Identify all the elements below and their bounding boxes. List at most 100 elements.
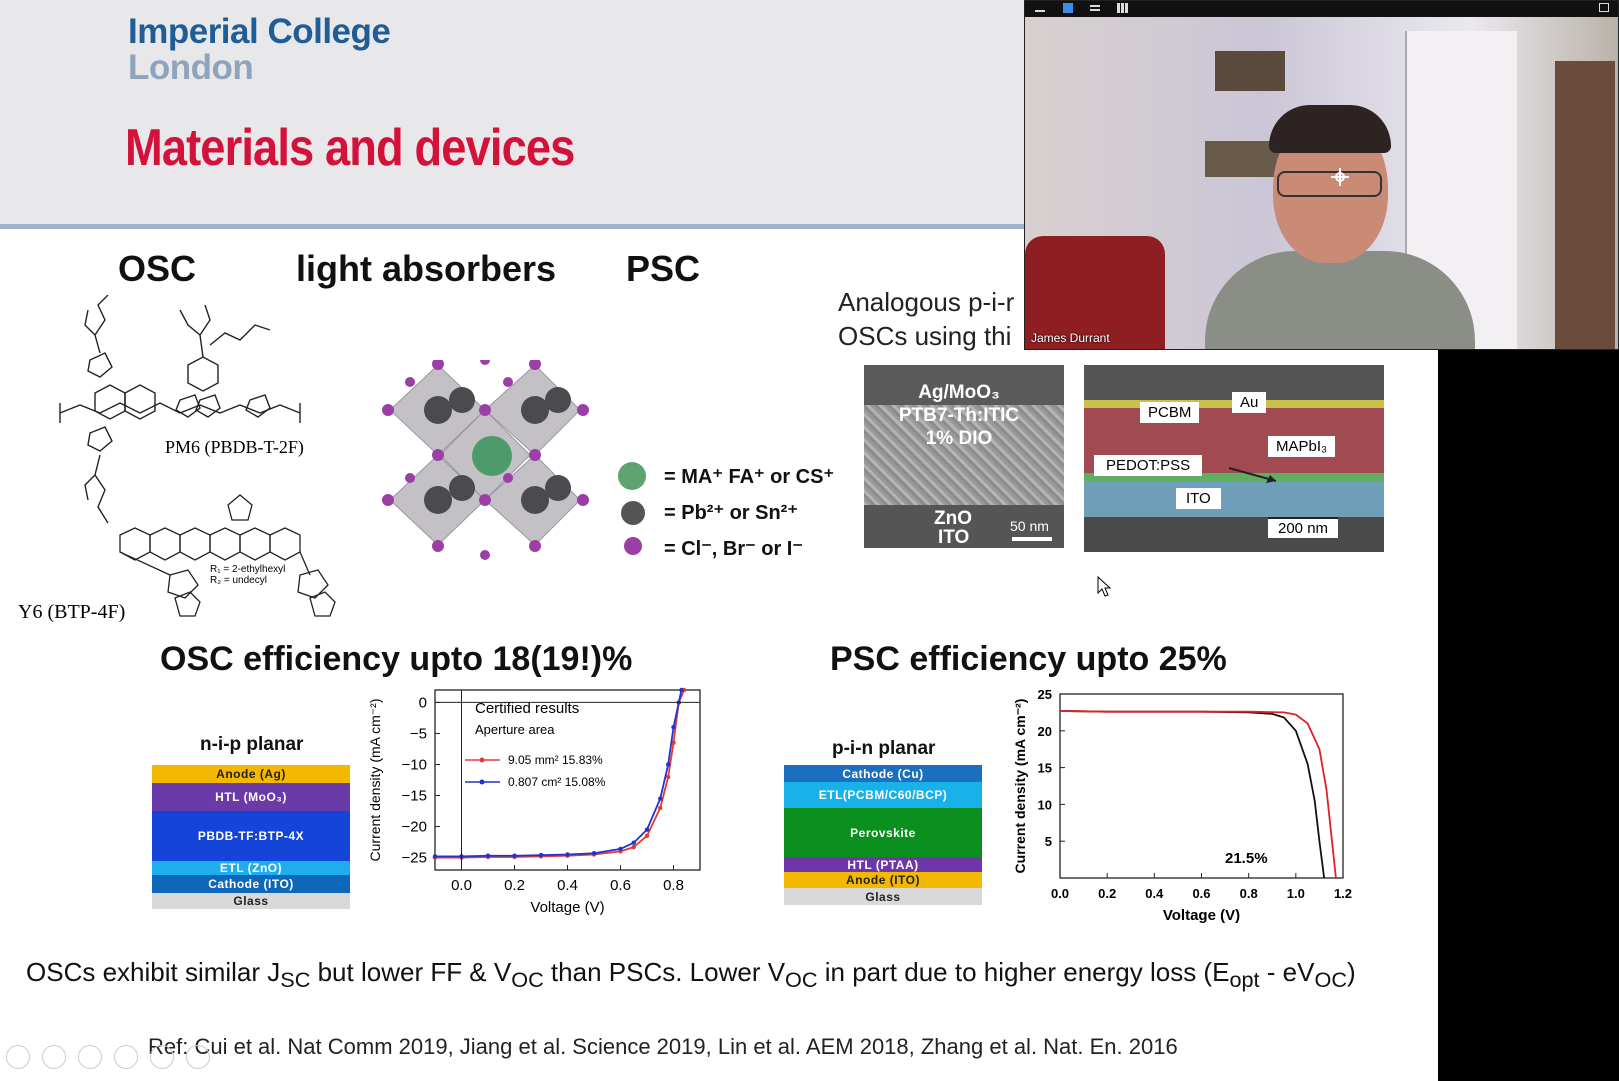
- sem-pedot-layer: [1084, 473, 1384, 481]
- move-icon[interactable]: [1329, 166, 1351, 188]
- sem-label-ptb7: PTB7-Th:ITIC: [898, 405, 1020, 426]
- nip-layer-etl: ETL (ZnO): [152, 861, 350, 875]
- sem-ito-layer: [1084, 481, 1384, 517]
- sem-label-agmoo3: Ag/MoO₃: [918, 382, 1000, 403]
- sem-label-ito: ITO: [938, 527, 970, 548]
- summary-text: OSCs exhibit similar JSC but lower FF & …: [26, 957, 1356, 993]
- list-view-icon[interactable]: [1088, 2, 1102, 14]
- data-point: [666, 762, 671, 767]
- zoom-icon[interactable]: [150, 1045, 174, 1069]
- header-divider: [0, 224, 1438, 229]
- mouse-pointer-icon: [1097, 576, 1112, 597]
- osc-efficiency-heading: OSC efficiency upto 18(19!)%: [160, 640, 633, 678]
- video-person-hair: [1269, 105, 1391, 153]
- summary-sub: OC: [1314, 967, 1347, 993]
- data-point: [671, 725, 676, 730]
- data-point: [591, 851, 597, 856]
- cation-legend-label: = MA⁺ FA⁺ or CS⁺: [664, 466, 835, 488]
- slides-grid-icon[interactable]: [114, 1045, 138, 1069]
- y6-structure: R₁ = 2-ethylhexyl R₂ = undecyl Y6 (BTP-4…: [18, 494, 336, 623]
- pin-layer-glass: Glass: [784, 888, 982, 905]
- summary-part: OSCs exhibit similar J: [26, 957, 281, 987]
- data-point: [658, 796, 663, 801]
- maximize-icon[interactable]: [1597, 2, 1611, 14]
- data-point: [671, 740, 676, 745]
- pm6-structure: PM6 (PBDB-T-2F): [59, 295, 304, 524]
- series-line-2: [1060, 710, 1337, 878]
- summary-part: ): [1346, 957, 1356, 987]
- arrow-icon: [1228, 467, 1277, 483]
- x-tick-label: 0.0: [451, 877, 472, 894]
- x-tick-label: 0.6: [1192, 886, 1210, 901]
- pm6-label: PM6 (PBDB-T-2F): [165, 437, 304, 458]
- summary-part: but lower FF & V: [310, 957, 512, 987]
- x-tick-label: 0.2: [1098, 886, 1116, 901]
- nip-layer-active: PBDB-TF:BTP-4X: [152, 811, 350, 861]
- video-toolbar: [1025, 1, 1618, 17]
- x-tick-label: 1.0: [1287, 886, 1305, 901]
- x-tick-label: 0.6: [610, 877, 631, 894]
- sem-scale-label: 50 nm: [1010, 518, 1049, 534]
- osc-jv-chart: 0.0 0.2 0.4 0.6 0.8 0 −5 −10 −15 −20 −25 Voltage (V…: [367, 687, 701, 916]
- gallery-view-icon[interactable]: [1116, 2, 1130, 14]
- nip-layer-htl: HTL (MoO₃): [152, 783, 350, 811]
- pen-icon[interactable]: [78, 1045, 102, 1069]
- video-shelf-items: [1215, 51, 1285, 91]
- y-tick-label: 25: [1038, 687, 1052, 702]
- minimize-icon[interactable]: [1033, 2, 1047, 14]
- logo-london: London: [128, 48, 254, 87]
- logo-imperial: Imperial College: [128, 12, 391, 51]
- sem-label-pcbm: PCBM: [1140, 402, 1200, 423]
- legend-entry-1: 9.05 mm² 15.83%: [508, 753, 603, 767]
- data-point: [666, 774, 671, 780]
- heading-light-absorbers: light absorbers: [296, 248, 557, 289]
- cation-swatch: [618, 462, 646, 490]
- legend-marker-1: [479, 757, 485, 763]
- heading-osc: OSC: [118, 248, 197, 289]
- y-axis-label: Current density (mA cm⁻²): [367, 699, 383, 862]
- x-tick-label: 0.4: [1145, 886, 1164, 901]
- legend-marker-2: [479, 779, 485, 785]
- speaker-view-icon[interactable]: [1061, 2, 1075, 14]
- more-options-icon[interactable]: [186, 1045, 210, 1069]
- summary-sub: SC: [280, 967, 311, 993]
- y6-r1-label: R₁ = 2-ethylhexyl: [210, 564, 285, 575]
- sem-label-dio: 1% DIO: [925, 428, 993, 449]
- summary-sub: OC: [785, 967, 818, 993]
- previous-slide-icon[interactable]: [6, 1045, 30, 1069]
- y-tick-label: 0: [419, 694, 427, 711]
- legend-entry-2: 0.807 cm² 15.08%: [508, 775, 606, 789]
- data-point: [679, 687, 684, 693]
- video-person-body: [1205, 251, 1475, 349]
- data-point: [618, 846, 623, 852]
- y-tick-label: −5: [410, 725, 427, 742]
- nip-layer-cathode: Cathode (ITO): [152, 875, 350, 893]
- video-person-glasses: [1277, 171, 1382, 197]
- video-chair: [1025, 236, 1165, 349]
- halide-swatch: [624, 537, 642, 555]
- sem-label-mapbi: MAPbI₃: [1268, 436, 1336, 457]
- data-point: [644, 827, 650, 832]
- y-tick-label: 10: [1038, 797, 1052, 812]
- pin-layer-etl: ETL(PCBM/C60/BCP): [784, 782, 982, 808]
- participant-video-tile[interactable]: James Durrant: [1024, 0, 1619, 350]
- data-point: [538, 852, 544, 858]
- x-tick-label: 1.2: [1334, 886, 1352, 901]
- data-point: [658, 805, 663, 811]
- next-slide-icon[interactable]: [42, 1045, 66, 1069]
- psc-jv-chart: 0.0 0.2 0.4 0.6 0.8 1.0 1.2 5 10 15 20 25 Voltage (V…: [1012, 687, 1352, 924]
- x-axis-label: Voltage (V): [1163, 907, 1240, 924]
- halide-legend-label: = Cl⁻, Br⁻ or I⁻: [664, 538, 803, 560]
- y-tick-label: 15: [1038, 761, 1052, 776]
- data-point: [631, 840, 636, 845]
- y6-r2-label: R₂ = undecyl: [210, 575, 267, 586]
- x-tick-label: 0.8: [663, 877, 684, 894]
- legend-subtitle: Aperture area: [475, 722, 555, 737]
- pin-device-stack: Cathode (Cu) ETL(PCBM/C60/BCP) Perovskit…: [784, 765, 982, 907]
- y-axis-label: Current density (mA cm⁻²): [1012, 699, 1028, 874]
- data-point: [644, 833, 650, 839]
- sem-top-layer: [864, 365, 1064, 405]
- summary-part: - eV: [1259, 957, 1315, 987]
- sem-label-pedot: PEDOT:PSS: [1094, 455, 1203, 476]
- sem-image-osc: Ag/MoO₃ PTB7-Th:ITIC 1% DIO ZnO ITO 50 n…: [864, 365, 1064, 548]
